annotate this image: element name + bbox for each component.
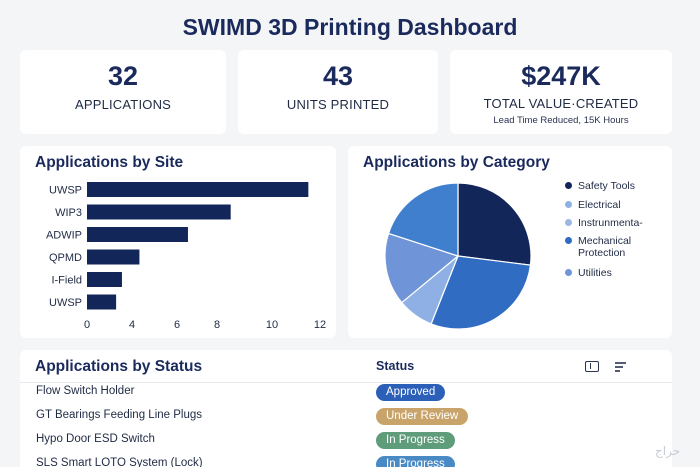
page-title: SWIMD 3D Printing Dashboard [182,14,518,40]
watermark-logo: حراج [655,444,681,458]
kpi-value-value: $247K [521,61,601,91]
status-column-header: Status [376,359,415,373]
sort-icon[interactable] [614,360,628,372]
legend-label: Mechanical Protection [578,235,632,259]
kpi-applications-label: APPLICATIONS [74,97,172,112]
application-name: SLS Smart LOTO System (Lock) [36,457,203,467]
legend-item-mechanical: Mechanical Protection [565,235,674,259]
application-name: Flow Switch Holder [36,385,135,397]
legend-label: Instrunmenta- [578,217,643,229]
kpi-value-subtext: Lead Time Reduced, 15K Hours [493,115,629,126]
legend-item-safety-tools: Safety Tools [565,180,636,192]
kpi-units-label: UNITS PRINTED [286,97,390,112]
site-chart-title: Applications by Site [35,154,184,171]
status-badge: Approved [376,384,446,401]
legend-dot-icon [565,201,572,208]
legend-label: Utilities [578,267,612,279]
status-badge: Under Review [376,408,469,425]
legend-label: Safety Tools [578,180,636,192]
legend-dot-icon [565,269,572,276]
category-chart-title: Applications by Category [363,154,550,171]
kpi-card-value: $247K TOTAL VALUE·CREATED Lead Time Redu… [450,50,672,134]
legend-dot-icon [565,219,572,226]
legend-item-utilities: Utilities [565,267,612,279]
view-toggle-icon[interactable] [585,361,599,372]
table-divider [20,382,672,383]
status-table-card [20,350,672,467]
legend-item-electrical: Electrical [565,199,621,211]
application-name: Hypo Door ESD Switch [36,433,155,445]
status-table-title: Applications by Status [35,358,203,375]
legend-item-instrumentation: Instrunmenta- [565,217,643,229]
kpi-card-applications: 32 APPLICATIONS [20,50,226,134]
legend-dot-icon [565,182,572,189]
legend-label: Electrical [578,199,621,211]
kpi-applications-value: 32 [107,61,139,91]
site-chart-card: Applications by Site [20,146,336,338]
legend-dot-icon [565,237,572,244]
status-badge: In Progress [376,432,455,449]
application-name: GT Bearings Feeding Line Plugs [36,409,202,421]
status-badge: In Progress [376,456,455,467]
kpi-card-units: 43 UNITS PRINTED [238,50,438,134]
kpi-value-label: TOTAL VALUE·CREATED [483,96,639,111]
kpi-units-value: 43 [322,61,354,91]
